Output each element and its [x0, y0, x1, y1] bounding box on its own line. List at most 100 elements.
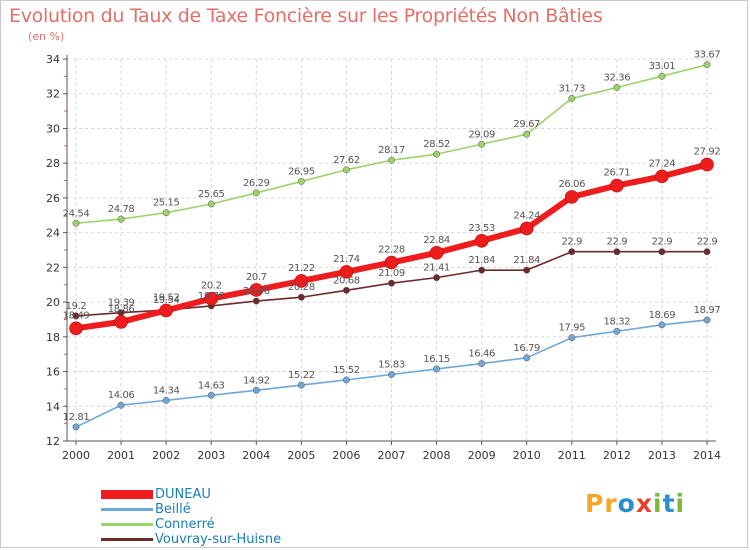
data-label-vouvray-sur-huisne: 19.39	[108, 298, 135, 309]
legend-swatch	[101, 490, 153, 499]
data-point-duneau	[159, 303, 173, 318]
legend-label: Connerré	[155, 517, 215, 532]
data-point-beill-	[703, 316, 711, 324]
data-point-duneau	[429, 245, 444, 260]
x-tick-label: 2004	[242, 449, 270, 462]
data-label-duneau: 26.71	[604, 168, 631, 179]
data-label-vouvray-sur-huisne: 21.41	[423, 263, 450, 274]
data-point-duneau	[114, 315, 128, 329]
data-point-beill-	[433, 365, 441, 373]
logo-letter: t	[662, 489, 676, 518]
data-label-connerr-: 24.78	[108, 204, 135, 215]
data-point-beill-	[613, 327, 621, 335]
data-label-connerr-: 32.36	[604, 72, 631, 83]
data-point-beill-	[297, 381, 305, 389]
data-label-duneau: 23.53	[468, 223, 495, 234]
chart-title: Evolution du Taux de Taxe Foncière sur l…	[9, 5, 603, 27]
data-label-duneau: 21.22	[288, 263, 315, 274]
data-point-connerr-	[478, 140, 486, 148]
data-label-beill-: 17.95	[558, 323, 585, 334]
y-tick-label: 34	[46, 53, 60, 66]
data-label-duneau: 24.24	[513, 210, 540, 221]
data-point-duneau	[384, 255, 399, 270]
data-point-vouvray-sur-huisne	[388, 279, 395, 287]
data-point-vouvray-sur-huisne	[72, 312, 80, 320]
data-label-vouvray-sur-huisne: 22.9	[561, 237, 582, 248]
x-tick-label: 2005	[287, 449, 315, 462]
data-point-connerr-	[658, 72, 666, 80]
y-tick-label: 26	[46, 192, 60, 205]
data-label-vouvray-sur-huisne: 21.84	[513, 255, 540, 266]
data-label-connerr-: 28.52	[423, 139, 450, 150]
data-point-beill-	[342, 376, 350, 384]
data-point-vouvray-sur-huisne	[342, 286, 350, 294]
data-label-vouvray-sur-huisne: 20.06	[243, 286, 270, 297]
data-point-connerr-	[703, 61, 711, 69]
data-label-duneau: 18.86	[108, 304, 135, 315]
y-tick-label: 22	[46, 261, 60, 274]
data-point-beill-	[117, 401, 125, 409]
data-label-beill-: 15.22	[288, 370, 315, 381]
data-point-vouvray-sur-huisne	[523, 266, 531, 274]
data-point-vouvray-sur-huisne	[297, 293, 305, 301]
data-label-duneau: 27.92	[694, 147, 721, 158]
data-point-connerr-	[388, 156, 395, 164]
data-point-vouvray-sur-huisne	[568, 248, 576, 256]
data-point-duneau	[700, 157, 714, 172]
data-label-connerr-: 26.95	[288, 166, 315, 177]
data-label-connerr-: 29.67	[513, 119, 540, 130]
data-point-connerr-	[433, 150, 441, 158]
data-point-connerr-	[252, 189, 260, 197]
data-point-duneau	[204, 291, 219, 306]
data-label-duneau: 26.06	[558, 179, 585, 190]
data-label-connerr-: 27.62	[333, 155, 360, 166]
data-point-beill-	[658, 321, 666, 329]
data-label-vouvray-sur-huisne: 19.54	[153, 295, 180, 306]
data-label-layer: 19.2 19.39 19.54 19.78 20.06 20.28 20.68 21.09 2…	[63, 50, 721, 423]
data-label-vouvray-sur-huisne: 22.9	[697, 237, 718, 248]
data-point-connerr-	[342, 166, 350, 174]
y-tick-label: 12	[46, 435, 60, 448]
data-label-connerr-: 33.01	[649, 61, 676, 72]
data-label-duneau: 19.52	[153, 292, 180, 303]
data-point-connerr-	[207, 200, 215, 208]
data-label-duneau: 21.74	[333, 254, 360, 265]
y-tick-label: 30	[46, 122, 60, 135]
legend-swatch	[101, 538, 153, 541]
data-point-duneau	[249, 283, 264, 297]
data-point-beill-	[478, 360, 486, 368]
data-label-connerr-: 24.54	[63, 208, 90, 219]
data-label-beill-: 16.79	[513, 343, 540, 354]
logo-letter: x	[635, 489, 653, 518]
legend-swatch	[101, 508, 153, 511]
data-point-connerr-	[117, 215, 125, 223]
y-tick-label: 24	[46, 227, 60, 240]
y-tick-label: 16	[46, 366, 60, 379]
data-label-vouvray-sur-huisne: 19.2	[66, 301, 87, 312]
data-label-beill-: 15.52	[333, 365, 360, 376]
data-point-connerr-	[162, 209, 170, 217]
data-label-beill-: 14.34	[153, 385, 180, 396]
data-label-beill-: 14.06	[108, 390, 135, 401]
data-point-duneau	[474, 233, 489, 248]
data-label-vouvray-sur-huisne: 22.9	[607, 237, 628, 248]
data-point-duneau	[564, 190, 579, 204]
x-tick-label: 2002	[152, 449, 180, 462]
data-label-vouvray-sur-huisne: 22.9	[652, 237, 673, 248]
data-point-beill-	[162, 396, 170, 404]
x-tick-label: 2010	[513, 449, 541, 462]
x-tick-label: 2013	[648, 449, 676, 462]
data-point-vouvray-sur-huisne	[613, 248, 621, 256]
data-label-beill-: 18.69	[649, 310, 676, 321]
data-point-duneau	[294, 274, 309, 288]
logo-letter: i	[675, 489, 686, 518]
y-tick-label: 14	[46, 400, 60, 413]
data-label-connerr-: 33.67	[694, 50, 721, 61]
logo-letter: o	[617, 489, 636, 518]
data-label-beill-: 16.46	[468, 349, 495, 360]
data-point-duneau	[339, 265, 354, 279]
legend-label: Vouvray-sur-Huisne	[155, 532, 282, 547]
series-layer	[69, 61, 714, 431]
proxiti-logo: Proxiti	[585, 489, 685, 518]
